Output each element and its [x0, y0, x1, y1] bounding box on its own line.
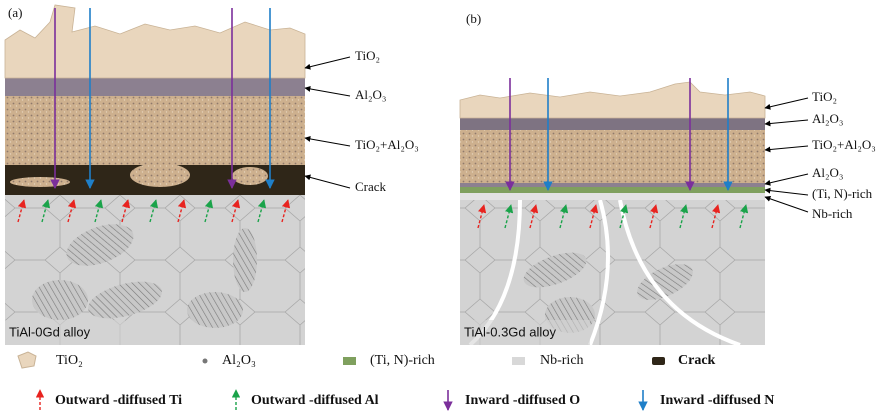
legend-label: Crack [678, 353, 716, 368]
pointer [765, 174, 808, 184]
legend-label: TiO₂ [56, 353, 83, 368]
layer-label: Al₂O₃ [812, 165, 843, 180]
alloy-label: TiAl-0Gd alloy [9, 324, 91, 339]
legend-swatch [203, 359, 208, 364]
nb-rich-layer [460, 193, 765, 200]
legend-label: Outward -diffused Al [251, 393, 379, 408]
panel-a: (a) TiAl-0Gd alloy TiO₂ Al₂O₃ TiO [5, 5, 419, 345]
tin-rich-layer [460, 187, 765, 193]
layer-label: (Ti, N)-rich [812, 186, 873, 201]
pointer [765, 190, 808, 195]
tio2-layer [5, 5, 305, 78]
alloy-label: TiAl-0.3Gd alloy [464, 324, 556, 339]
mixed-layer [5, 95, 305, 165]
panel-b: (b) TiAl-0.3Gd alloy TiO₂ Al₂O₃ [460, 11, 876, 345]
layer-label: TiO₂+Al₂O₃ [812, 137, 876, 152]
legend-label: (Ti, N)-rich [370, 353, 435, 368]
layer-label: TiO₂+Al₂O₃ [355, 137, 419, 152]
oxide-island [130, 163, 190, 187]
panel-label: (b) [466, 11, 481, 26]
pointer [765, 98, 808, 108]
tio2-layer [460, 82, 765, 118]
mixed-layer [460, 130, 765, 183]
panel-label: (a) [8, 5, 22, 20]
pointer [305, 138, 350, 146]
nb-region [32, 280, 88, 320]
layer-label: Al₂O₃ [812, 111, 843, 126]
alumina-layer [5, 76, 305, 96]
figure: (a) TiAl-0Gd alloy TiO₂ Al₂O₃ TiO [0, 0, 889, 417]
pointer [305, 88, 350, 96]
layer-label: TiO₂ [812, 89, 837, 104]
pointer [765, 146, 808, 150]
pointer [765, 197, 808, 212]
pointer [305, 176, 350, 188]
nb-region [187, 292, 243, 328]
legend-label: Outward -diffused Ti [55, 393, 182, 408]
alumina-inner-layer [460, 183, 765, 187]
legend-label: Inward -diffused O [465, 393, 580, 408]
pointer [305, 57, 350, 68]
layer-label: Nb-rich [812, 206, 853, 221]
legend-label: Nb-rich [540, 353, 584, 368]
layer-label: Al₂O₃ [355, 87, 386, 102]
legend-swatch [18, 352, 36, 368]
layer-label: TiO₂ [355, 48, 380, 63]
alumina-layer [460, 117, 765, 130]
nb-region [233, 228, 257, 292]
legend-label: Inward -diffused N [660, 393, 774, 408]
legend-swatch [343, 357, 356, 365]
legend-swatch [652, 357, 665, 365]
legend: TiO₂ Al₂O₃ (Ti, N)-rich Nb-rich Crack Ou… [18, 352, 774, 410]
legend-swatch [512, 357, 525, 365]
legend-label: Al₂O₃ [222, 353, 256, 368]
oxide-island [232, 167, 268, 185]
layer-label: Crack [355, 179, 387, 194]
pointer [765, 120, 808, 124]
oxide-island [10, 177, 70, 187]
